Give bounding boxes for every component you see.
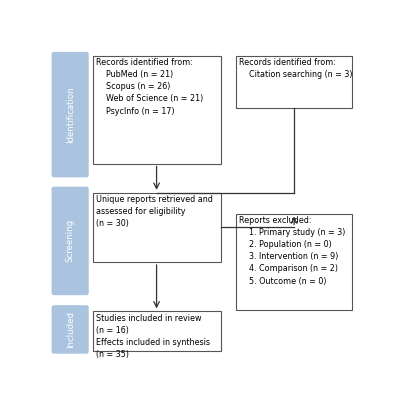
Text: Reports excluded:
    1. Primary study (n = 3)
    2. Population (n = 0)
    3. : Reports excluded: 1. Primary study (n = …: [239, 216, 346, 286]
FancyBboxPatch shape: [93, 56, 220, 164]
Text: Studies included in review
(n = 16)
Effects included in synthesis
(n = 35): Studies included in review (n = 16) Effe…: [96, 314, 210, 359]
FancyBboxPatch shape: [52, 52, 89, 177]
Text: Identification: Identification: [66, 86, 75, 143]
FancyBboxPatch shape: [52, 186, 89, 295]
Text: Screening: Screening: [66, 219, 75, 262]
Text: Included: Included: [66, 311, 75, 348]
Text: Unique reports retrieved and
assessed for eligibility
(n = 30): Unique reports retrieved and assessed fo…: [96, 195, 213, 228]
Text: Records identified from:
    PubMed (n = 21)
    Scopus (n = 26)
    Web of Scie: Records identified from: PubMed (n = 21)…: [96, 58, 203, 116]
Text: Records identified from:
    Citation searching (n = 3): Records identified from: Citation search…: [239, 58, 353, 79]
FancyBboxPatch shape: [93, 311, 220, 351]
FancyBboxPatch shape: [236, 56, 352, 108]
FancyBboxPatch shape: [52, 305, 89, 354]
FancyBboxPatch shape: [93, 193, 220, 262]
FancyBboxPatch shape: [236, 214, 352, 310]
